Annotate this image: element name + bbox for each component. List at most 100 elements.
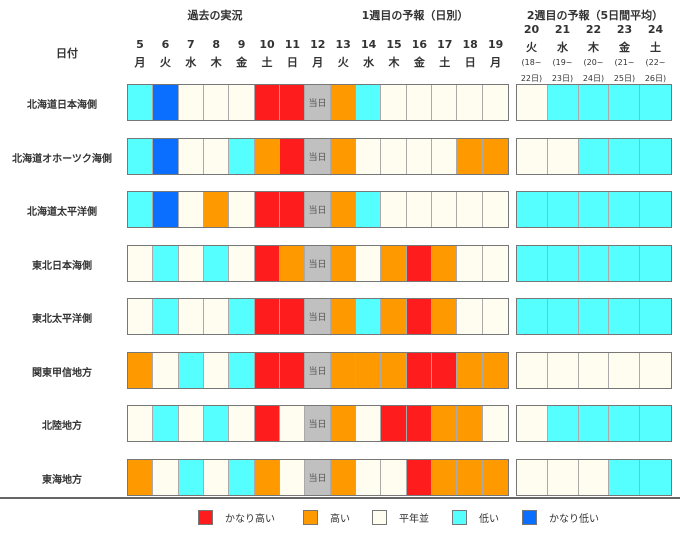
week2-cell (517, 192, 548, 227)
day-number: 21 (554, 23, 571, 36)
weekday: 火 (159, 56, 171, 69)
daily-cell (178, 138, 204, 174)
daily-cell (254, 459, 280, 495)
daily-cell (431, 352, 458, 388)
daily-cell (431, 85, 458, 120)
daily-cell (128, 459, 154, 495)
region-label: 関東甲信地方 (32, 367, 92, 379)
daily-cell (381, 138, 407, 174)
week2-cell (609, 352, 641, 388)
section-week1: 1週目の予報（日別） (361, 9, 469, 22)
legend-swatch (452, 510, 467, 525)
daily-grid: 当日 (127, 84, 509, 121)
weekday: 土 (650, 41, 661, 54)
daily-cell (330, 406, 356, 441)
legend-swatch (198, 510, 213, 525)
today-label: 当日 (308, 259, 327, 270)
daily-grid: 当日 (127, 244, 509, 282)
daily-cell (178, 406, 204, 441)
legend-item: かなり高い (198, 510, 275, 525)
day-number: 11 (284, 38, 301, 51)
weekday: 水 (557, 41, 568, 54)
weekday: 日 (464, 56, 476, 69)
section-past: 過去の実況 (187, 9, 243, 22)
daily-cell (279, 352, 306, 388)
daily-cell (128, 192, 154, 227)
daily-cell (355, 352, 382, 388)
daily-cell: 当日 (305, 192, 331, 227)
week2-grid (516, 137, 672, 175)
week2-cell (517, 459, 548, 495)
region-label: 東北日本海側 (32, 260, 92, 272)
week2-cell (609, 459, 641, 495)
range-start: (22~ (645, 58, 666, 67)
daily-cell (153, 406, 179, 441)
day-number: 7 (186, 38, 195, 51)
weekday: 木 (388, 56, 400, 69)
daily-cell (330, 138, 356, 174)
daily-grid: 当日 (127, 137, 509, 175)
daily-cell (128, 299, 154, 334)
daily-cell (279, 406, 306, 441)
legend-label: かなり高い (225, 514, 275, 525)
weekday: 月 (312, 56, 324, 69)
daily-cell (381, 299, 407, 334)
daily-cell (482, 245, 508, 281)
day-number: 9 (237, 38, 246, 51)
daily-cell (381, 406, 407, 441)
daily-cell (254, 245, 280, 281)
week2-cell (547, 406, 579, 441)
week2-cell (517, 352, 548, 388)
week2-cell (547, 299, 579, 334)
daily-cell (203, 138, 230, 174)
daily-cell (229, 406, 255, 441)
daily-cell: 当日 (305, 406, 331, 441)
week2-cell (640, 245, 671, 281)
daily-cell (355, 85, 382, 120)
daily-cell (279, 138, 306, 174)
daily-cell: 当日 (305, 245, 331, 281)
daily-cell (406, 299, 432, 334)
weekday: 土 (439, 56, 451, 69)
week2-cell (578, 406, 610, 441)
week2-cell (517, 85, 548, 120)
day-number: 15 (386, 38, 402, 51)
section-week2: 2週目の予報（5日間平均） (526, 9, 664, 22)
week2-cell (578, 352, 610, 388)
week2-cell (609, 138, 641, 174)
daily-cell (431, 192, 458, 227)
week2-cell (578, 192, 610, 227)
daily-cell (153, 352, 179, 388)
range-start: (18~ (521, 58, 542, 67)
week2-grid (516, 244, 672, 282)
range-end: 23日) (551, 74, 574, 83)
daily-cell (178, 245, 204, 281)
region-label: 北陸地方 (42, 421, 82, 432)
daily-cell (203, 299, 230, 334)
weekday: 土 (261, 56, 273, 69)
day-number: 19 (487, 38, 504, 51)
today-label: 当日 (308, 152, 327, 163)
daily-cell (355, 138, 382, 174)
date-label: 日付 (56, 47, 78, 60)
weekday: 木 (588, 41, 599, 54)
daily-cell (279, 85, 306, 120)
daily-cell (457, 138, 483, 174)
legend-label: かなり低い (549, 514, 599, 525)
week2-cell (640, 406, 671, 441)
day-number: 24 (647, 23, 664, 36)
daily-cell (254, 352, 280, 388)
daily-cell (153, 245, 179, 281)
week2-cell (609, 299, 641, 334)
daily-grid: 当日 (127, 298, 509, 335)
daily-cell: 当日 (305, 85, 331, 120)
weekday: 月 (490, 56, 502, 69)
daily-cell (406, 406, 432, 441)
daily-cell (355, 406, 382, 441)
weekday: 火 (526, 41, 537, 54)
daily-cell (279, 245, 306, 281)
legend-label: 低い (479, 514, 499, 525)
daily-cell (457, 459, 483, 495)
week2-cell (547, 245, 579, 281)
week2-grid (516, 84, 672, 121)
